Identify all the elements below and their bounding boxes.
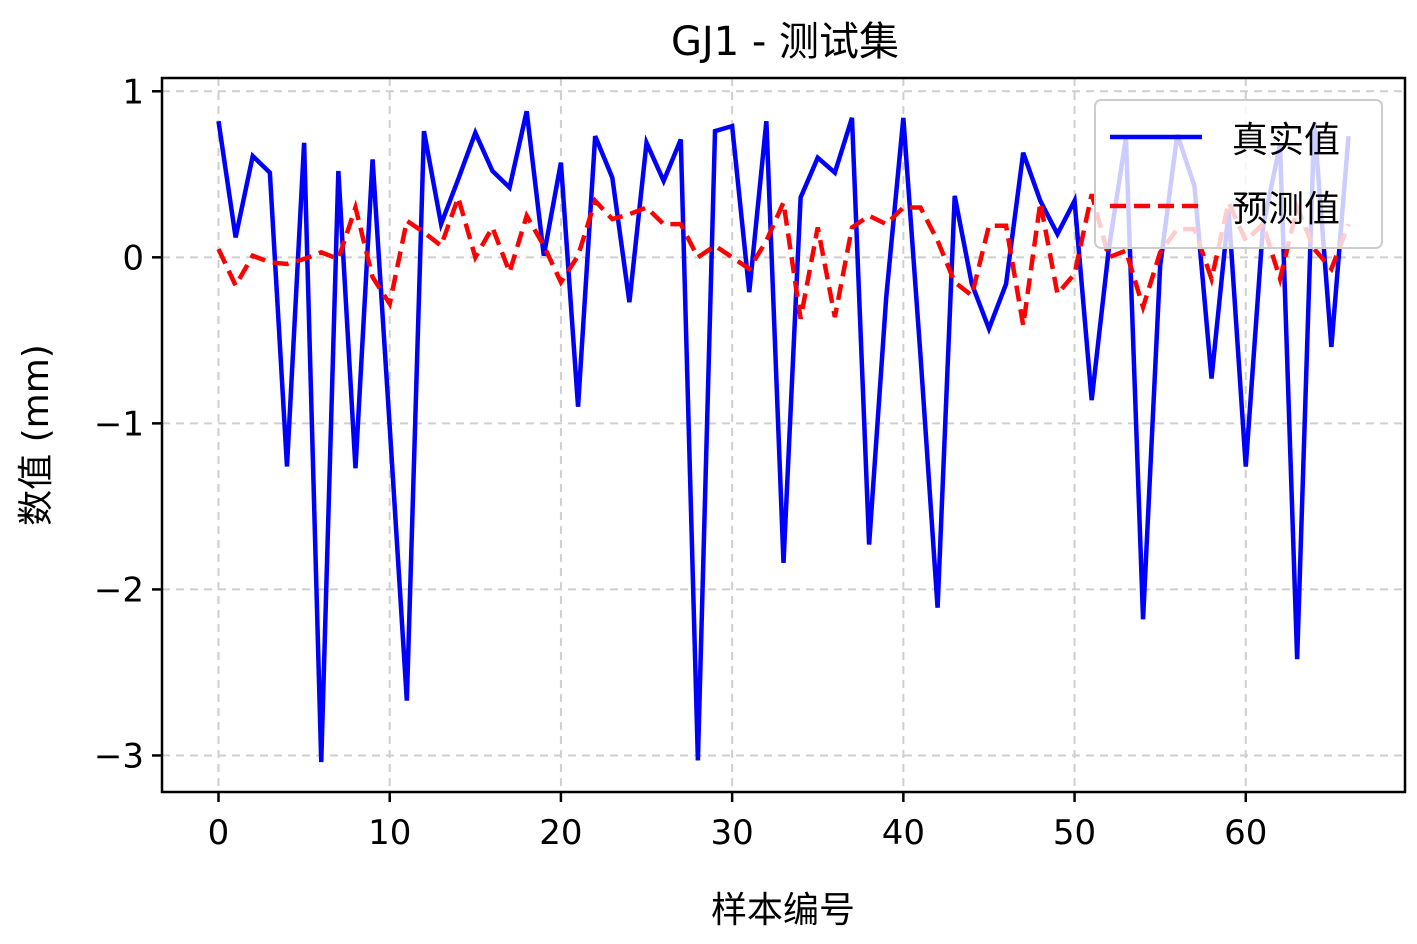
y-tick-label: −2 (94, 570, 144, 610)
x-axis: 0 10 20 30 40 50 60 (208, 792, 1267, 853)
x-tick-label: 50 (1053, 813, 1096, 853)
legend-label-predicted: 预测值 (1232, 189, 1340, 230)
y-axis: 1 0 −1 −2 −3 (94, 72, 162, 776)
y-tick-label: −3 (94, 736, 144, 776)
plot-area-frame (160, 76, 1407, 794)
x-tick-label: 30 (711, 813, 754, 853)
x-axis-label: 样本编号 (711, 890, 855, 931)
legend-label-actual: 真实值 (1232, 120, 1340, 161)
y-axis-label: 数值 (mm) (16, 344, 57, 526)
series-line-actual (216, 110, 1351, 763)
y-tick-label: 1 (122, 72, 144, 112)
y-tick-label: −1 (94, 404, 144, 444)
series-line-predicted (216, 190, 1351, 326)
x-tick-label: 20 (539, 813, 582, 853)
chart-title: GJ1 - 测试集 (671, 19, 899, 65)
y-tick-label: 0 (122, 238, 144, 278)
x-tick-label: 40 (882, 813, 925, 853)
x-tick-label: 10 (368, 813, 411, 853)
legend: 真实值 预测值 (1094, 99, 1383, 249)
series-layer (216, 110, 1351, 763)
x-tick-label: 60 (1224, 813, 1267, 853)
x-tick-label: 0 (208, 813, 230, 853)
